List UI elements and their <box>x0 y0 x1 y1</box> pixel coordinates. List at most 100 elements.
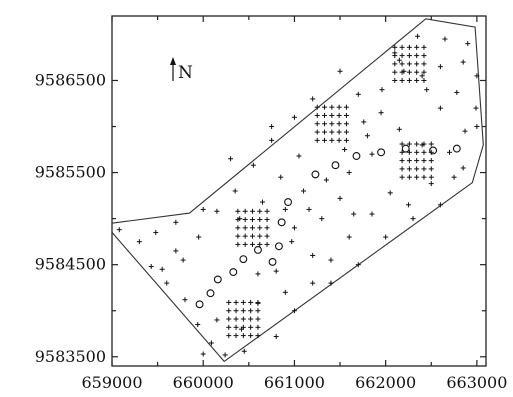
x-tick-label: 661000 <box>264 373 325 392</box>
sample-point-plus <box>200 351 206 357</box>
sample-point-plus <box>240 299 246 305</box>
sample-point-plus <box>232 188 238 194</box>
sample-point-plus <box>242 225 248 231</box>
sample-point-plus <box>343 112 349 118</box>
sample-point-plus <box>249 208 255 214</box>
sample-point-plus <box>343 129 349 135</box>
sample-point-circle <box>452 144 461 153</box>
sample-point-plus <box>255 299 261 305</box>
sample-point-plus <box>392 61 398 67</box>
sample-point-plus <box>159 266 165 272</box>
sample-point-plus <box>343 104 349 110</box>
sample-point-plus <box>405 202 411 208</box>
sample-point-plus <box>451 174 457 180</box>
sample-point-plus <box>399 166 405 172</box>
sample-point-plus <box>414 77 420 83</box>
sample-point-plus <box>182 297 188 303</box>
sample-point-plus <box>414 174 420 180</box>
sample-point-plus <box>379 87 385 93</box>
sample-point-plus <box>257 225 263 231</box>
sample-point-plus <box>414 141 420 147</box>
sample-point-plus <box>328 257 334 263</box>
sample-point-plus <box>248 316 254 322</box>
sample-point-plus <box>369 151 375 157</box>
sample-point-plus <box>319 216 325 222</box>
sample-point-plus <box>291 114 297 120</box>
sample-point-plus <box>264 233 270 239</box>
sample-point-plus <box>249 217 255 223</box>
sample-point-plus <box>233 299 239 305</box>
sample-point-plus <box>255 316 261 322</box>
sample-point-plus <box>257 217 263 223</box>
sample-point-plus <box>336 129 342 135</box>
sample-point-plus <box>235 225 241 231</box>
sample-point-plus <box>399 77 405 83</box>
sample-point-plus <box>414 61 420 67</box>
sample-point-plus <box>329 104 335 110</box>
sample-point-plus <box>460 165 466 171</box>
sample-point-plus <box>257 208 263 214</box>
sample-point-plus <box>392 53 398 59</box>
study-area-boundary <box>111 18 484 363</box>
sample-point-plus <box>269 124 275 130</box>
sample-point-plus <box>399 69 405 75</box>
sample-point-plus <box>329 112 335 118</box>
north-arrow: N <box>170 57 193 83</box>
north-label: N <box>178 63 193 83</box>
sample-point-plus <box>421 61 427 67</box>
sample-point-plus <box>473 105 479 111</box>
sample-point-plus <box>414 53 420 59</box>
sample-point-plus <box>196 234 202 240</box>
sample-point-plus <box>337 195 343 201</box>
sample-point-plus <box>406 174 412 180</box>
sample-point-plus <box>233 308 239 314</box>
sample-point-plus <box>414 158 420 164</box>
sample-point-plus <box>148 264 154 270</box>
sample-point-plus <box>264 217 270 223</box>
sample-point-plus <box>329 121 335 127</box>
sample-point-plus <box>437 105 443 111</box>
x-tick-label: 663000 <box>446 373 507 392</box>
sample-point-plus <box>235 233 241 239</box>
sample-point-plus <box>282 206 288 212</box>
sample-point-plus <box>233 333 239 339</box>
sample-point-plus <box>249 241 255 247</box>
sample-point-plus <box>406 149 412 155</box>
sample-point-plus <box>306 206 312 212</box>
sample-point-plus <box>255 333 261 339</box>
sample-point-plus <box>421 44 427 50</box>
sample-point-plus <box>214 208 220 214</box>
sample-point-plus <box>410 216 416 222</box>
sample-point-plus <box>269 137 275 143</box>
sample-point-plus <box>322 129 328 135</box>
sample-point-plus <box>392 69 398 75</box>
sample-point-plus <box>406 44 412 50</box>
sample-point-plus <box>240 333 246 339</box>
sample-point-plus <box>323 177 329 183</box>
sample-point-plus <box>235 208 241 214</box>
sample-point-plus <box>226 324 232 330</box>
sample-point-circle <box>268 257 277 266</box>
sample-point-plus <box>421 53 427 59</box>
sample-point-plus <box>235 217 241 223</box>
sample-point-plus <box>421 77 427 83</box>
sample-point-plus <box>250 162 256 168</box>
sample-point-plus <box>296 153 302 159</box>
sample-point-plus <box>235 241 241 247</box>
sample-point-plus <box>399 174 405 180</box>
sample-point-plus <box>406 61 412 67</box>
sample-point-plus <box>421 141 427 147</box>
sample-point-plus <box>343 121 349 127</box>
sample-point-plus <box>428 158 434 164</box>
sample-point-plus <box>264 225 270 231</box>
sample-point-plus <box>255 324 261 330</box>
sample-point-plus <box>378 110 384 116</box>
sample-point-plus <box>257 241 263 247</box>
sample-point-plus <box>322 121 328 127</box>
sample-point-circle <box>239 255 248 264</box>
sample-point-plus <box>242 217 248 223</box>
sample-point-plus <box>442 36 448 42</box>
sample-point-plus <box>437 202 443 208</box>
sample-point-plus <box>240 316 246 322</box>
sample-point-plus <box>195 322 201 328</box>
